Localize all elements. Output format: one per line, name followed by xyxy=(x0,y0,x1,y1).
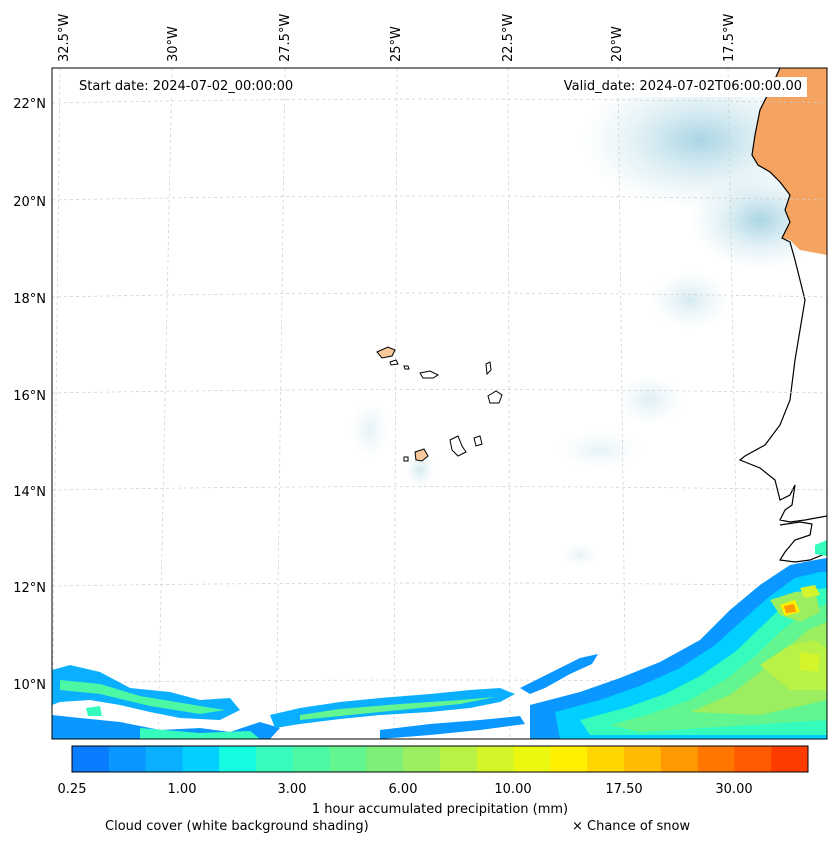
colorbar-segment xyxy=(256,746,294,772)
map-frame xyxy=(51,67,828,740)
colorbar-segment xyxy=(366,746,404,772)
latitude-label: 22°N xyxy=(13,97,46,112)
island-maio xyxy=(473,435,483,447)
colorbar-title: 1 hour accumulated precipitation (mm) xyxy=(311,802,569,817)
cloud-cover-legend: Cloud cover (white background shading) xyxy=(105,819,369,834)
colorbar-segment xyxy=(771,746,809,772)
island-sao-vicente xyxy=(389,359,399,366)
colorbar-segment xyxy=(587,746,625,772)
cloud-cover-shading xyxy=(350,70,827,567)
colorbar-segment xyxy=(219,746,257,772)
colorbar-segment xyxy=(697,746,735,772)
colorbar-frame xyxy=(71,745,809,773)
latitude-label: 20°N xyxy=(13,195,46,210)
colorbar-segment xyxy=(329,746,367,772)
colorbar-tick-label: 17.50 xyxy=(605,782,643,797)
longitude-label: 25°W xyxy=(389,26,404,62)
longitude-label: 17.5°W xyxy=(722,14,737,62)
island-santiago xyxy=(449,435,467,457)
island-fogo xyxy=(414,448,429,462)
colorbar-segment xyxy=(292,746,331,772)
colorbar-segment xyxy=(476,746,515,772)
longitude-label: 30°W xyxy=(166,26,181,62)
longitude-label: 22.5°W xyxy=(501,14,516,62)
latitude-label: 18°N xyxy=(13,292,46,307)
island-sal xyxy=(485,361,492,376)
precipitation-colorbar xyxy=(71,745,809,773)
land-west-africa xyxy=(738,68,827,563)
colorbar-segment xyxy=(513,746,551,772)
island-santo-antao xyxy=(376,346,396,359)
colorbar-segment xyxy=(660,746,699,772)
longitude-label: 20°W xyxy=(610,26,625,62)
start-date-label: Start date: 2024-07-02_00:00:00 xyxy=(74,77,299,97)
colorbar-tick-label: 1.00 xyxy=(167,782,197,797)
colorbar-tick-label: 6.00 xyxy=(388,782,418,797)
cape-verde-islands xyxy=(376,346,503,462)
island-boa-vista xyxy=(487,390,503,404)
colorbar-segment xyxy=(145,746,183,772)
island-sao-nicolau xyxy=(419,370,440,379)
latitude-label: 10°N xyxy=(13,678,46,693)
colorbar-tick-label: 0.25 xyxy=(57,782,87,797)
valid-date-label: Valid_date: 2024-07-02T06:00:00.00 xyxy=(558,77,807,97)
colorbar-segment xyxy=(182,746,220,772)
latitude-label: 12°N xyxy=(13,581,46,596)
colorbar-segment xyxy=(440,746,478,772)
colorbar-tick-label: 3.00 xyxy=(277,782,307,797)
colorbar-segment xyxy=(550,746,588,772)
precipitation-field xyxy=(52,540,827,739)
latitude-label: 16°N xyxy=(13,389,46,404)
island-brava xyxy=(403,456,409,462)
colorbar-tick-label: 10.00 xyxy=(494,782,532,797)
longitude-label: 32.5°W xyxy=(57,14,72,62)
colorbar-segment xyxy=(108,746,147,772)
latitude-label: 14°N xyxy=(13,485,46,500)
colorbar-segment xyxy=(403,746,441,772)
longitude-label: 27.5°W xyxy=(278,14,293,62)
colorbar-tick-label: 30.00 xyxy=(715,782,753,797)
latitude-labels: 22°N 20°N 18°N 16°N 14°N 12°N 10°N xyxy=(13,97,46,693)
colorbar-segment xyxy=(72,746,110,772)
snow-legend: × Chance of snow xyxy=(572,819,691,834)
colorbar-segment xyxy=(734,746,772,772)
colorbar-segment xyxy=(624,746,662,772)
longitude-labels: 32.5°W 30°W 27.5°W 25°W 22.5°W 20°W 17.5°W xyxy=(57,14,737,62)
